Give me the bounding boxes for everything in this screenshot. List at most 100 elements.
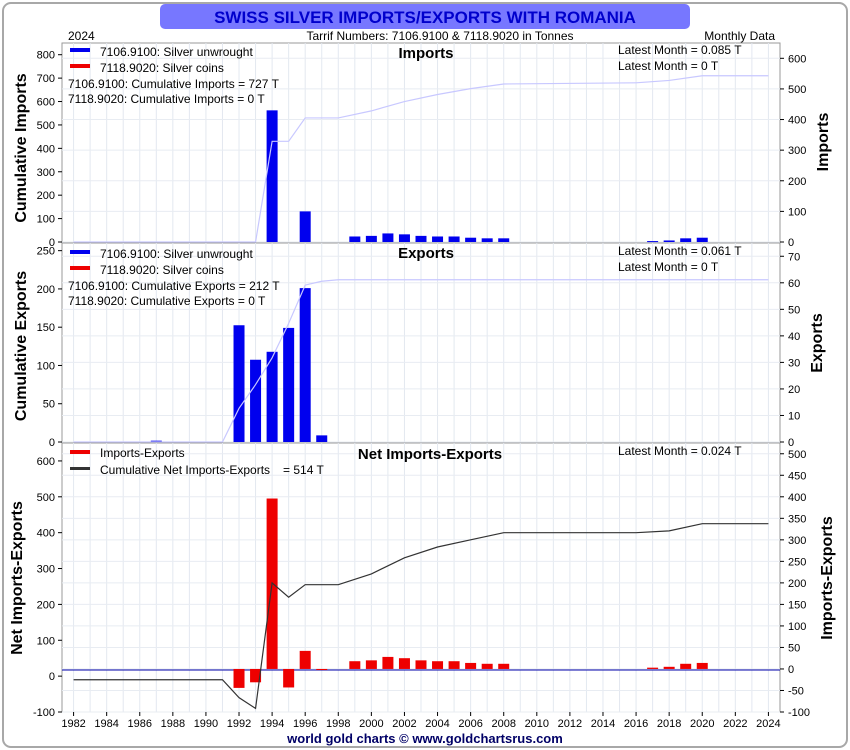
x-axis-tick-label: 2008 — [491, 718, 515, 730]
x-axis-tick-label: 1994 — [260, 718, 284, 730]
left-axis-tick-label: 500 — [37, 492, 55, 504]
imports-bars — [266, 110, 708, 243]
bar — [481, 238, 493, 242]
left-axis-tick-label: 500 — [37, 120, 55, 132]
x-axis-tick-label: 1982 — [61, 718, 85, 730]
left-axis-tick-label: 100 — [37, 360, 55, 372]
left-axis-tick-label: 600 — [37, 456, 55, 468]
exports-latest-coins: Latest Month = 0 T — [618, 260, 719, 274]
exports-panel-title: Exports — [398, 245, 454, 262]
bar — [696, 237, 708, 242]
right-axis-tick-label: 250 — [788, 556, 806, 568]
footer-credit: world gold charts © www.goldchartsrus.co… — [286, 731, 563, 746]
x-axis-tick-label: 1990 — [194, 718, 218, 730]
left-axis-tick-label: 200 — [37, 284, 55, 296]
left-axis-tick-label: 150 — [37, 322, 55, 334]
bar — [365, 660, 377, 669]
year-label: 2024 — [68, 29, 95, 43]
right-axis-tick-label: 0 — [788, 437, 794, 449]
left-axis-tick-label: 400 — [37, 528, 55, 540]
x-axis-tick-label: 2012 — [558, 718, 582, 730]
right-axis-tick-label: 40 — [788, 331, 800, 343]
net-panel-title: Net Imports-Exports — [358, 446, 502, 463]
left-axis-tick-label: 300 — [37, 564, 55, 576]
left-axis-tick-label: 600 — [37, 97, 55, 109]
legend-label-cumulative-net: Cumulative Net Imports-Exports — [100, 463, 270, 477]
net-panel: -100 0 100 200 300 400 500 600 -100 -50 0 50 100 150… — [9, 442, 836, 719]
bar — [349, 661, 361, 669]
right-axis-tick-label: 150 — [788, 599, 806, 611]
bar — [266, 351, 278, 442]
x-axis-tick-label: 1996 — [293, 718, 317, 730]
x-axis-tick-label: 2006 — [458, 718, 482, 730]
exports-bars — [150, 288, 328, 442]
x-axis-tick-label: 1988 — [161, 718, 185, 730]
legend-label-coins: 7118.9020: Silver coins — [100, 263, 224, 277]
bar — [299, 211, 311, 242]
bar — [349, 236, 361, 242]
right-axis-tick-label: 300 — [788, 145, 806, 157]
bar — [680, 663, 692, 669]
bar — [382, 656, 394, 669]
right-axis-tick-label: 400 — [788, 492, 806, 504]
right-axis-tick-label: 400 — [788, 115, 806, 127]
bar — [448, 236, 460, 242]
left-axis-tick-label: 700 — [37, 73, 55, 85]
imports-cumulative-note-coins: 7118.9020: Cumulative Imports = 0 T — [68, 92, 265, 106]
legend-label-unwrought: 7106.9100: Silver unwrought — [100, 45, 253, 59]
exports-cumulative-note-coins: 7118.9020: Cumulative Exports = 0 T — [68, 294, 266, 308]
bar — [663, 240, 675, 242]
left-axis-tick-label: 100 — [37, 635, 55, 647]
left-axis-tick-label: 0 — [49, 437, 55, 449]
legend-swatch-unwrought — [70, 250, 90, 254]
imports-left-axis: 0 100 200 300 400 500 600 700 800 — [37, 50, 62, 249]
bar — [432, 661, 444, 669]
imports-panel: 0 100 200 300 400 500 600 700 800 0 100 200 300 400 5… — [13, 42, 832, 249]
bar — [266, 110, 278, 242]
right-axis-tick-label: 100 — [788, 206, 806, 218]
left-axis-tick-label: 300 — [37, 167, 55, 179]
bar — [415, 235, 427, 242]
bar — [283, 668, 295, 688]
right-axis-tick-label: 30 — [788, 357, 800, 369]
bar — [233, 325, 245, 442]
imports-right-axis-title: Imports — [815, 113, 832, 172]
x-axis-tick-label: 1992 — [227, 718, 251, 730]
exports-left-axis: 0 50 100 150 200 250 — [37, 246, 62, 449]
bar — [299, 650, 311, 669]
right-axis-tick-label: 60 — [788, 278, 800, 290]
legend-swatch-coins — [70, 64, 90, 68]
legend-label-unwrought: 7106.9100: Silver unwrought — [100, 247, 253, 261]
legend-swatch-unwrought — [70, 48, 90, 52]
x-axis: 1982 1984 1986 1988 1990 1992 1994 1996 1998 2000… — [61, 712, 781, 730]
bar — [382, 233, 394, 242]
bar — [465, 662, 477, 669]
bar — [283, 327, 295, 442]
x-axis-tick-label: 2000 — [359, 718, 383, 730]
imports-left-axis-title: Cumulative Imports — [13, 73, 30, 222]
net-grid — [62, 443, 780, 713]
net-left-axis-title: Net Imports-Exports — [9, 501, 26, 655]
bar — [398, 658, 410, 669]
x-axis-tick-label: 2022 — [723, 718, 747, 730]
bar — [481, 663, 493, 669]
bar — [233, 668, 245, 688]
imports-right-axis: 0 100 200 300 400 500 600 — [780, 53, 806, 249]
legend-label-net: Imports-Exports — [100, 446, 185, 460]
right-axis-tick-label: 100 — [788, 621, 806, 633]
right-axis-tick-label: -50 — [788, 685, 804, 697]
bar — [680, 238, 692, 242]
bar — [316, 435, 328, 442]
bar — [299, 288, 311, 442]
x-axis-tick-label: 2020 — [690, 718, 714, 730]
left-axis-tick-label: 250 — [37, 246, 55, 258]
bar — [250, 668, 262, 683]
right-axis-tick-label: 450 — [788, 470, 806, 482]
bar — [316, 668, 328, 671]
left-axis-tick-label: 200 — [37, 599, 55, 611]
right-axis-tick-label: 10 — [788, 410, 800, 422]
cumulative-net-value: = 514 T — [283, 463, 324, 477]
x-axis-tick-label: 2010 — [525, 718, 549, 730]
